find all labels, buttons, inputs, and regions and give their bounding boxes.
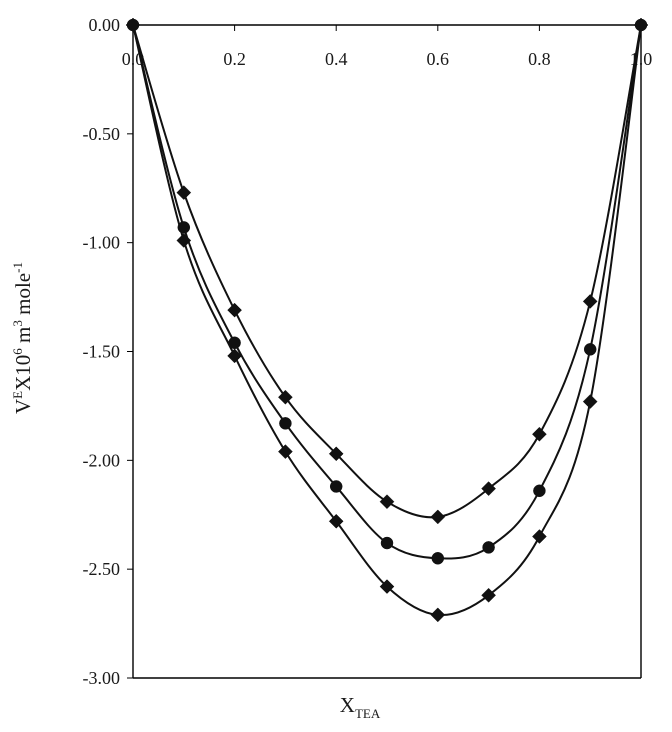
y-axis-title-part: V [11, 399, 35, 414]
data-point-diamond [582, 294, 598, 309]
data-point-diamond [532, 529, 547, 544]
x-tick-label: 0.8 [528, 49, 551, 69]
data-point-diamond [328, 513, 344, 529]
data-point-diamond [125, 17, 141, 33]
series-line-2 [132, 24, 642, 560]
data-point-circle [228, 336, 241, 350]
data-point-diamond [328, 446, 344, 462]
y-tick-label: -1.50 [83, 342, 121, 362]
x-axis-title-subscript: TEA [355, 706, 381, 721]
y-axis-title-superscript: 6 [10, 348, 25, 355]
y-axis-title-superscript: -1 [10, 262, 25, 273]
x-axis-title-main: X [340, 693, 355, 717]
y-tick-label: 0.00 [89, 15, 121, 35]
y-tick-label: -3.00 [83, 668, 121, 688]
y-tick-label: -0.50 [83, 124, 121, 144]
data-point-circle [431, 552, 445, 565]
data-point-diamond [379, 579, 395, 594]
y-axis-title: VEX106 m3 mole-1 [10, 262, 35, 414]
y-axis-title-part: mole [11, 273, 35, 320]
x-axis-ticks: 0.0 0.2 0.4 0.6 0.8 1.0 [122, 25, 652, 69]
data-point-diamond [278, 444, 293, 459]
y-axis-title-superscript: E [10, 391, 25, 399]
y-tick-label: -2.50 [83, 559, 121, 579]
data-point-diamond [278, 389, 293, 405]
series-markers [125, 17, 649, 623]
data-point-diamond [633, 17, 649, 33]
data-point-circle [177, 221, 191, 234]
y-tick-label: -1.00 [83, 233, 121, 253]
data-point-circle [482, 541, 495, 554]
data-point-diamond [532, 426, 547, 442]
data-point-diamond [176, 185, 192, 200]
data-point-diamond [430, 607, 446, 623]
data-point-circle [380, 536, 394, 550]
data-point-diamond [582, 394, 598, 409]
y-axis-title-part: m [11, 327, 35, 349]
data-point-diamond [227, 348, 242, 364]
series-lines [132, 24, 642, 616]
data-point-diamond [227, 302, 242, 318]
x-axis-title: XTEA [340, 693, 381, 721]
data-point-circle [279, 417, 292, 430]
data-point-diamond [430, 509, 446, 525]
data-point-circle [583, 343, 597, 356]
y-tick-label: -2.00 [83, 450, 121, 470]
data-point-circle [329, 480, 343, 493]
data-point-diamond [176, 233, 192, 248]
series-line-3 [132, 24, 642, 616]
data-point-diamond [481, 481, 496, 496]
series-line-1 [132, 24, 642, 519]
y-axis-ticks: 0.00 -0.50 -1.00 -1.50 -2.00 -2.50 -3.00 [83, 15, 133, 688]
y-axis-title-superscript: 3 [10, 320, 25, 327]
x-tick-label: 0.6 [427, 49, 450, 69]
x-tick-label: 0.2 [223, 49, 246, 69]
x-tick-label: 0.4 [325, 49, 348, 69]
y-axis-title-part: X10 [11, 355, 35, 391]
data-point-circle [533, 484, 546, 498]
data-point-diamond [481, 587, 496, 603]
data-point-diamond [379, 494, 395, 510]
